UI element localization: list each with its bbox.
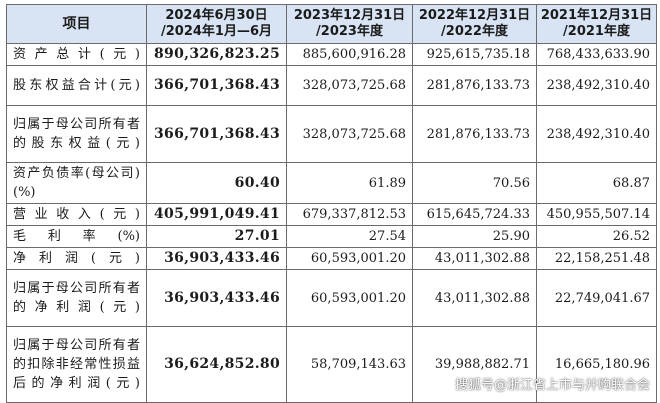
row-label: 资产负债率(母公司)(%)	[6, 162, 147, 204]
cell-value: 36,903,433.46	[146, 269, 287, 327]
row-label: 营业收入(元)	[6, 203, 147, 226]
cell-value: 60,593,001.20	[286, 269, 413, 327]
cell-value: 328,073,725.68	[286, 105, 413, 163]
row-label: 资产总计(元)	[6, 43, 147, 66]
cell-value: 36,624,852.80	[146, 326, 287, 403]
cell-value: 27.54	[286, 225, 413, 248]
cell-value: 238,492,310.40	[536, 65, 657, 106]
table-row: 净利润(元) 36,903,433.46 60,593,001.20 43,011,3…	[6, 247, 657, 270]
cell-value: 22,158,251.48	[536, 247, 657, 270]
table-row: 归属于母公司所有者的股东权益(元) 366,701,368.43 328,073,7…	[6, 105, 657, 163]
table-row: 资产总计(元) 890,326,823.25 885,600,916.28 925,6…	[6, 43, 657, 66]
cell-value: 60,593,001.20	[286, 247, 413, 270]
cell-value: 366,701,368.43	[146, 105, 287, 163]
cell-value: 16,665,180.96	[536, 326, 657, 403]
table-row: 资产负债率(母公司)(%) 60.40 61.89 70.56 68.87	[6, 162, 657, 204]
table-row: 归属于母公司所有者的净利润(元) 36,903,433.46 60,593,001.…	[6, 269, 657, 327]
cell-value: 39,988,882.71	[412, 326, 537, 403]
cell-value: 768,433,633.90	[536, 43, 657, 66]
cell-value: 60.40	[146, 162, 287, 204]
cell-value: 43,011,302.88	[412, 247, 537, 270]
cell-value: 885,600,916.28	[286, 43, 413, 66]
cell-value: 26.52	[536, 225, 657, 248]
cell-value: 328,073,725.68	[286, 65, 413, 106]
table-row: 营业收入(元) 405,991,049.41 679,337,812.53 615,6…	[6, 203, 657, 226]
cell-value: 890,326,823.25	[146, 43, 287, 66]
cell-value: 925,615,735.18	[412, 43, 537, 66]
header-2024h1: 2024年6月30日/2024年1月—6月	[146, 4, 287, 44]
table-row: 毛利率(%) 27.01 27.54 25.90 26.52	[6, 225, 657, 248]
cell-value: 36,903,433.46	[146, 247, 287, 270]
cell-value: 405,991,049.41	[146, 203, 287, 226]
cell-value: 366,701,368.43	[146, 65, 287, 106]
cell-value: 238,492,310.40	[536, 105, 657, 163]
cell-value: 615,645,724.33	[412, 203, 537, 226]
row-label: 归属于母公司所有者的净利润(元)	[6, 269, 147, 327]
cell-value: 281,876,133.73	[412, 105, 537, 163]
cell-value: 27.01	[146, 225, 287, 248]
cell-value: 58,709,143.63	[286, 326, 413, 403]
row-label: 股东权益合计(元)	[6, 65, 147, 106]
cell-value: 450,955,507.14	[536, 203, 657, 226]
row-label: 净利润(元)	[6, 247, 147, 270]
cell-value: 68.87	[536, 162, 657, 204]
cell-value: 43,011,302.88	[412, 269, 537, 327]
header-2021: 2021年12月31日/2021年度	[536, 4, 657, 44]
cell-value: 25.90	[412, 225, 537, 248]
header-2023: 2023年12月31日/2023年度	[286, 4, 413, 44]
table-row: 股东权益合计(元) 366,701,368.43 328,073,725.68 281…	[6, 65, 657, 106]
row-label: 归属于母公司所有者的扣除非经常性损益后的净利润(元)	[6, 326, 147, 403]
cell-value: 22,749,041.67	[536, 269, 657, 327]
cell-value: 679,337,812.53	[286, 203, 413, 226]
header-item: 项目	[6, 4, 147, 44]
header-2022: 2022年12月31日/2022年度	[412, 4, 537, 44]
table-header-row: 项目 2024年6月30日/2024年1月—6月 2023年12月31日/202…	[6, 4, 657, 44]
table-row: 归属于母公司所有者的扣除非经常性损益后的净利润(元) 36,624,852.80 5…	[6, 326, 657, 403]
row-label: 毛利率(%)	[6, 225, 147, 248]
watermark: 搜狐号@浙江省上市与并购联合会	[454, 378, 650, 393]
financial-data-table: 项目 2024年6月30日/2024年1月—6月 2023年12月31日/202…	[6, 4, 657, 403]
cell-value: 281,876,133.73	[412, 65, 537, 106]
row-label: 归属于母公司所有者的股东权益(元)	[6, 105, 147, 163]
cell-value: 70.56	[412, 162, 537, 204]
cell-value: 61.89	[286, 162, 413, 204]
